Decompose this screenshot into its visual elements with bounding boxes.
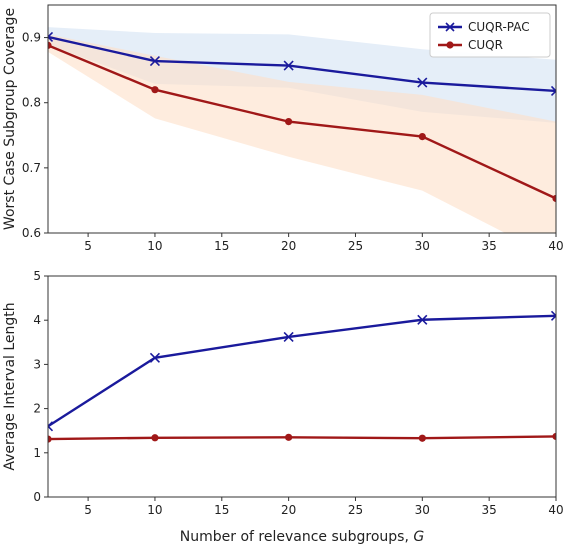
data-point xyxy=(418,132,426,141)
x-tick-label: 25 xyxy=(348,503,363,517)
data-point xyxy=(149,352,161,363)
data-point xyxy=(283,331,294,343)
y-tick-label: 0.8 xyxy=(22,96,41,110)
data-point xyxy=(418,434,426,442)
data-point xyxy=(48,421,54,432)
data-point xyxy=(285,433,293,441)
x-tick-label: 15 xyxy=(214,239,229,253)
y-axis-label: Worst Case Subgroup Coverage xyxy=(2,8,18,230)
y-tick-label: 3 xyxy=(33,357,41,371)
data-point xyxy=(151,434,159,442)
x-tick-label: 30 xyxy=(415,239,430,253)
data-point xyxy=(48,31,54,42)
y-tick-label: 5 xyxy=(33,269,41,283)
legend-entry: CUQR-PAC xyxy=(438,20,530,34)
y-axis-label: Average Interval Length xyxy=(2,302,18,470)
y-tick-label: 2 xyxy=(33,402,41,416)
x-tick-label: 35 xyxy=(482,239,497,253)
x-tick-label: 40 xyxy=(548,503,563,517)
series-line xyxy=(48,435,556,441)
data-point xyxy=(550,310,556,321)
data-point xyxy=(417,77,428,88)
data-point xyxy=(149,55,161,67)
x-tick-label: 40 xyxy=(548,239,563,253)
y-tick-label: 1 xyxy=(33,446,41,460)
x-tick-label: 20 xyxy=(281,503,296,517)
data-point xyxy=(552,194,556,203)
data-point xyxy=(417,314,428,325)
x-tick-label: 5 xyxy=(84,503,92,517)
x-tick-label: 15 xyxy=(214,503,229,517)
axes-frame xyxy=(47,275,557,498)
data-point xyxy=(48,41,52,49)
x-tick-label: 20 xyxy=(281,239,296,253)
data-point xyxy=(48,435,52,443)
data-point xyxy=(552,432,556,441)
y-tick-label: 0.7 xyxy=(22,161,41,175)
y-tick-label: 0.9 xyxy=(22,31,41,45)
data-point xyxy=(550,85,556,97)
x-axis-label: Number of relevance subgroups, G xyxy=(180,529,425,545)
data-point xyxy=(151,86,159,94)
interval-length-panel: 5 10 15 20 25 30 35 40 0 1 2 3 4 5 Average Interval Le… xyxy=(2,269,564,545)
data-point xyxy=(285,118,293,126)
y-tick-label: 0.6 xyxy=(22,226,41,240)
y-tick-label: 4 xyxy=(33,313,41,327)
legend-entry: CUQR xyxy=(438,38,503,52)
x-tick-label: 30 xyxy=(415,503,430,517)
plot-area xyxy=(48,310,556,443)
x-tick-label: 25 xyxy=(348,239,363,253)
series-line xyxy=(48,314,556,428)
legend-label: CUQR xyxy=(468,38,503,52)
x-tick-label: 10 xyxy=(147,503,162,517)
x-tick-label: 5 xyxy=(84,239,92,253)
coverage-panel: 5 10 15 20 25 30 35 40 0.6 0.7 0.8 0.9 Worst Case Su… xyxy=(2,4,564,253)
x-tick-label: 10 xyxy=(147,239,162,253)
data-point xyxy=(283,60,294,71)
x-tick-label: 35 xyxy=(482,503,497,517)
confidence-band xyxy=(48,34,556,233)
legend-label: CUQR-PAC xyxy=(468,20,530,34)
legend: CUQR-PAC CUQR xyxy=(429,12,551,58)
y-tick-label: 0 xyxy=(33,490,41,504)
axes-frame xyxy=(47,4,557,234)
plot-area xyxy=(48,27,556,233)
